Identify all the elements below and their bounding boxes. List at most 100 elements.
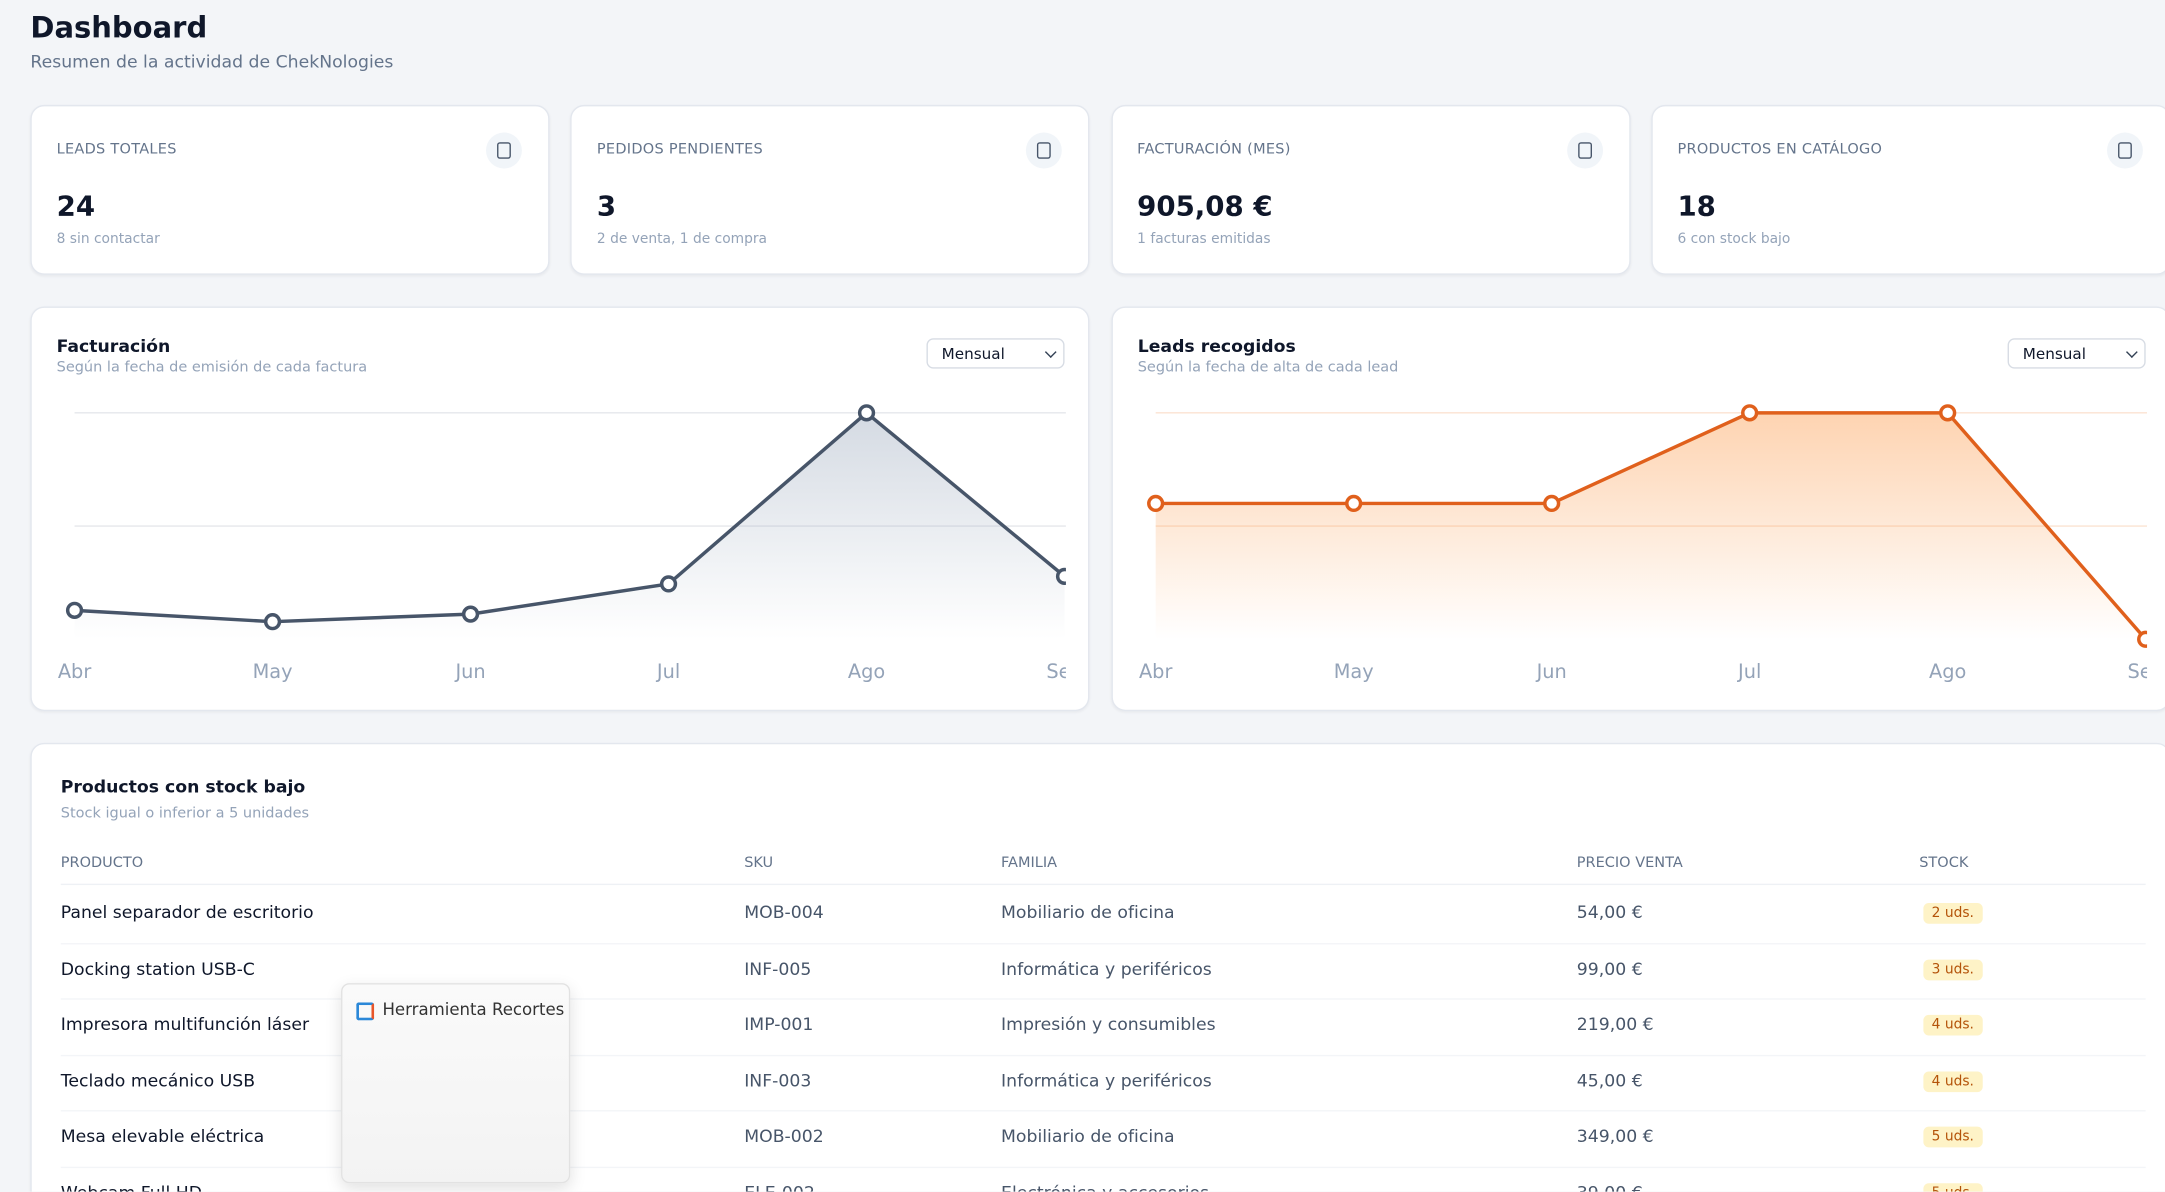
stat-icon bbox=[486, 132, 522, 169]
period-select[interactable]: Mensual bbox=[926, 338, 1065, 369]
x-tick-label: Sep bbox=[1046, 660, 1066, 683]
x-tick-label: Jun bbox=[454, 660, 485, 683]
stat-card: FACTURACIÓN (MES) 905,08 € 1 facturas emit… bbox=[1110, 104, 1631, 275]
stat-label: FACTURACIÓN (MES) bbox=[1137, 140, 1291, 158]
table-cell: Docking station USB-C bbox=[60, 957, 255, 979]
header-divider bbox=[60, 883, 2146, 886]
stat-card: PEDIDOS PENDIENTES 3 2 de venta, 1 de comp… bbox=[570, 104, 1090, 275]
page-title: Dashboard bbox=[30, 11, 208, 45]
x-tick-label: Ago bbox=[1929, 660, 1966, 683]
line-chart: Abr May Jun Jul Ago Sep bbox=[58, 404, 1066, 683]
point bbox=[2137, 630, 2148, 648]
table-cell: MOB-004 bbox=[744, 901, 824, 923]
stat-icon-glyph bbox=[1577, 142, 1592, 159]
table-cell: Teclado mecánico USB bbox=[60, 1069, 256, 1091]
table-cell: IMP-001 bbox=[744, 1013, 814, 1035]
row-divider bbox=[60, 1166, 2146, 1169]
line bbox=[1155, 411, 2147, 641]
stat-icon-glyph bbox=[2117, 142, 2132, 159]
snipping-icon bbox=[356, 1002, 375, 1021]
table-cell: Informática y periféricos bbox=[1001, 1069, 1212, 1091]
area bbox=[74, 412, 1065, 640]
row-divider bbox=[60, 1054, 2146, 1056]
stat-value: 18 bbox=[1677, 189, 1716, 223]
stat-value: 3 bbox=[596, 189, 617, 223]
stock-badge: 2 uds. bbox=[1923, 903, 1983, 924]
chart-title: Leads recogidos bbox=[1137, 335, 1296, 357]
table-cell: Impresión y consumibles bbox=[1001, 1013, 1216, 1035]
x-tick-label: Sep bbox=[2127, 660, 2147, 683]
area bbox=[1155, 412, 2146, 640]
point bbox=[1741, 404, 1759, 422]
table-cell: Informática y periféricos bbox=[1001, 957, 1212, 979]
table-cell: 54,00 € bbox=[1576, 901, 1643, 923]
x-tick-label: May bbox=[1334, 660, 1374, 683]
point bbox=[263, 613, 282, 631]
table-cell: 349,00 € bbox=[1576, 1125, 1654, 1147]
table-cell: Mesa elevable eléctrica bbox=[60, 1125, 265, 1147]
stat-icon bbox=[1566, 132, 1603, 169]
x-tick-label: Jul bbox=[656, 660, 680, 683]
stat-note: 2 de venta, 1 de compra bbox=[596, 231, 768, 248]
table-title: Productos con stock bajo bbox=[60, 775, 306, 797]
row-divider bbox=[60, 942, 2146, 944]
x-tick-label: Abr bbox=[58, 660, 91, 683]
stat-note: 8 sin contactar bbox=[56, 231, 160, 248]
x-tick-label: May bbox=[253, 660, 293, 683]
line-chart: Abr May Jun Jul Ago Sep bbox=[1139, 404, 2148, 683]
row-divider bbox=[60, 998, 2146, 1000]
table-cell: Mobiliario de oficina bbox=[1001, 1125, 1175, 1147]
table-cell: Mobiliario de oficina bbox=[1001, 901, 1175, 923]
x-tick-label: Jul bbox=[1737, 660, 1761, 683]
column-header: SKU bbox=[744, 854, 774, 872]
column-header: PRODUCTO bbox=[60, 854, 144, 872]
point bbox=[1147, 494, 1165, 513]
column-header: FAMILIA bbox=[1001, 854, 1058, 872]
table-subtitle: Stock igual o inferior a 5 unidades bbox=[60, 804, 310, 822]
x-tick-label: Abr bbox=[1139, 660, 1172, 683]
stat-note: 1 facturas emitidas bbox=[1137, 231, 1271, 248]
period-select[interactable]: Mensual bbox=[2007, 338, 2146, 369]
x-tick-label: Jun bbox=[1536, 660, 1567, 683]
point bbox=[1055, 567, 1066, 586]
stat-icon bbox=[1026, 132, 1063, 169]
stat-card: PRODUCTOS EN CATÁLOGO 18 6 con stock bajo bbox=[1651, 104, 2165, 275]
snipping-title: Herramienta Recortes bbox=[382, 999, 565, 1019]
column-header: STOCK bbox=[1919, 854, 1969, 872]
point bbox=[1543, 494, 1561, 513]
stat-label: LEADS TOTALES bbox=[56, 140, 177, 158]
table-cell: INF-005 bbox=[744, 957, 812, 979]
table-cell: 45,00 € bbox=[1576, 1069, 1643, 1091]
table-cell: 219,00 € bbox=[1576, 1013, 1654, 1035]
stat-icon-glyph bbox=[1037, 142, 1052, 159]
table-cell: 39,00 € bbox=[1577, 1182, 1643, 1192]
stat-icon-glyph bbox=[497, 142, 511, 159]
point bbox=[65, 601, 84, 619]
row-divider bbox=[60, 1110, 2146, 1113]
stock-badge: 4 uds. bbox=[1923, 1015, 1983, 1036]
table-cell: Electrónica y accesorios bbox=[1001, 1182, 1209, 1192]
snipping-popup[interactable]: Herramienta Recortes bbox=[341, 983, 571, 1184]
point bbox=[461, 605, 480, 623]
table-cell: INF-003 bbox=[744, 1069, 812, 1091]
stock-badge: 5 uds. bbox=[1923, 1183, 1983, 1192]
point bbox=[857, 404, 876, 422]
column-header: PRECIO VENTA bbox=[1576, 854, 1683, 872]
chart-subtitle: Según la fecha de emisión de cada factur… bbox=[56, 358, 368, 376]
table-cell: Webcam Full HD bbox=[61, 1182, 202, 1192]
period-select-label: Mensual bbox=[2022, 345, 2086, 364]
stat-label: PEDIDOS PENDIENTES bbox=[596, 140, 764, 158]
chart-card: Facturación Según la fecha de emisión de … bbox=[30, 306, 1090, 712]
x-tick-label: Ago bbox=[848, 660, 885, 683]
line bbox=[74, 411, 1066, 624]
stat-value: 24 bbox=[56, 189, 96, 223]
stat-value: 905,08 € bbox=[1137, 189, 1273, 223]
page-subtitle: Resumen de la actividad de ChekNologies bbox=[30, 51, 394, 72]
chart-subtitle: Según la fecha de alta de cada lead bbox=[1137, 358, 1399, 376]
point bbox=[1345, 494, 1363, 513]
table-cell: Impresora multifunción láser bbox=[60, 1013, 310, 1035]
table-cell: 99,00 € bbox=[1576, 957, 1643, 979]
stock-badge: 4 uds. bbox=[1923, 1071, 1983, 1092]
